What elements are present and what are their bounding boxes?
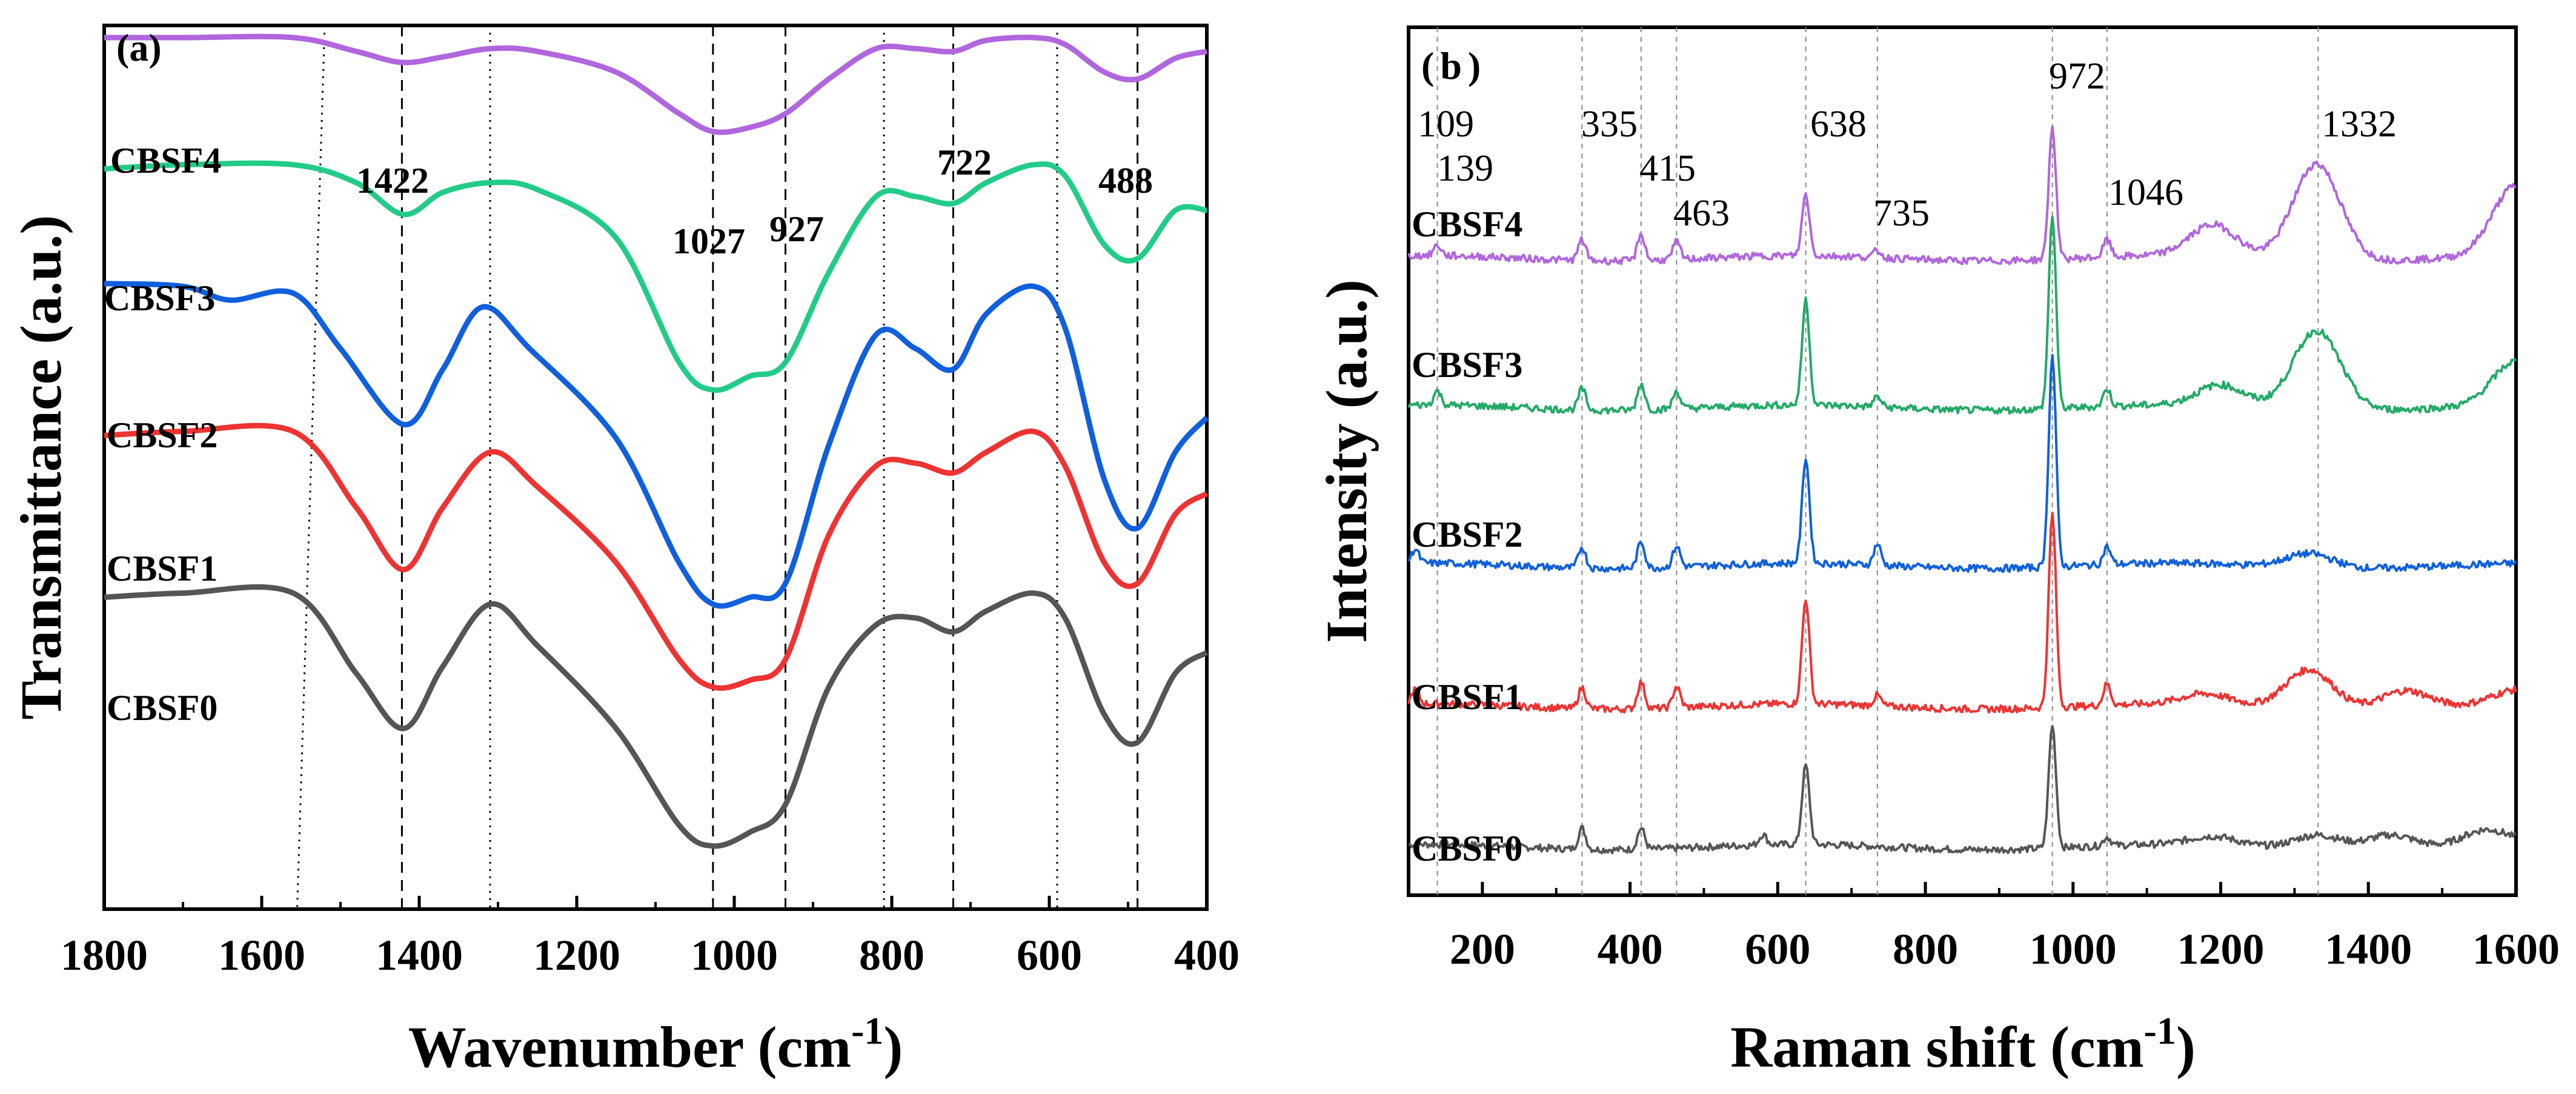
panel-b-xtick-label-0: 200 — [1450, 925, 1515, 973]
series-line-b-CBSF4 — [1407, 125, 2517, 266]
peak-label-a-0: 1422 — [356, 161, 429, 201]
panel-a-xtick-label-7: 400 — [1174, 931, 1240, 979]
series-line-b-CBSF2 — [1407, 353, 2517, 573]
panel-b-label: (b) — [1421, 44, 1481, 87]
peak-label-a-4: 488 — [1098, 161, 1153, 201]
series-label-b-CBSF2: CBSF2 — [1412, 515, 1522, 555]
panel-b-xlabel-end: ) — [2176, 1015, 2196, 1079]
series-line-a-CBSF2 — [104, 281, 1209, 609]
panel-a-xtick-label-0: 1800 — [61, 931, 148, 979]
peak-label-b-5: 638 — [1810, 104, 1867, 145]
series-line-b-CBSF0 — [1408, 725, 2517, 855]
peak-label-b-6: 735 — [1873, 193, 1930, 234]
panel-a-reference-lines — [296, 25, 1139, 910]
panel-b-xtick-label-7: 1600 — [2472, 925, 2560, 973]
panel-b-series-labels: CBSF4 CBSF3 CBSF2 CBSF1 CBSF0 — [1412, 204, 1522, 869]
series-label-a-CBSF3: CBSF3 — [104, 278, 215, 318]
series-label-b-CBSF4: CBSF4 — [1412, 204, 1522, 244]
panel-b-xtick-label-1: 400 — [1598, 925, 1663, 973]
panel-a-ticks: 1800 1600 1400 1200 1000 800 600 400 — [61, 896, 1240, 979]
series-label-a-CBSF4: CBSF4 — [110, 141, 221, 181]
peak-label-b-1: 139 — [1437, 148, 1493, 189]
panel-b-xtick-label-6: 1400 — [2325, 925, 2412, 973]
series-line-a-CBSF0 — [104, 584, 1209, 849]
panel-a-xlabel-main: Wavenumber (cm — [408, 1015, 851, 1079]
series-label-a-CBSF2: CBSF2 — [107, 415, 217, 455]
panel-a-xtick-label-6: 600 — [1017, 931, 1082, 979]
panel-b-xtick-label-4: 1000 — [2030, 925, 2117, 973]
panel-b-ticks: 200 400 600 800 1000 1200 1400 1600 — [1407, 882, 2560, 973]
panel-b-ylabel: Intensity (a.u.) — [1314, 279, 1379, 643]
panel-a-series-labels: CBSF4 CBSF3 CBSF2 CBSF1 CBSF0 — [104, 141, 221, 728]
panel-a-series-lines — [104, 33, 1209, 849]
peak-label-a-3: 722 — [937, 142, 992, 182]
panel-a: 1800 1600 1400 1200 1000 800 600 400 1422 1027 … — [8, 24, 1240, 1079]
peak-label-a-1: 1027 — [672, 221, 745, 261]
series-label-b-CBSF3: CBSF3 — [1412, 345, 1522, 385]
panel-b-xtick-label-3: 800 — [1893, 925, 1958, 973]
peak-label-b-9: 1332 — [2322, 104, 2397, 145]
panel-a-ylabel: Transmittance (a.u.) — [8, 215, 73, 720]
panel-a-xtick-label-2: 1400 — [376, 931, 463, 979]
panel-a-peak-labels: 1422 1027 927 722 488 — [356, 142, 1153, 261]
panel-a-xtick-label-1: 1600 — [218, 931, 305, 979]
peak-label-b-3: 415 — [1639, 148, 1696, 189]
peak-label-b-4: 463 — [1673, 193, 1730, 234]
panel-b-label-open: ( — [1421, 44, 1434, 87]
panel-a-xtick-label-5: 800 — [859, 931, 925, 979]
series-line-b-CBSF3 — [1407, 215, 2517, 415]
panel-b-frame — [1407, 25, 2518, 897]
series-line-a-CBSF3 — [104, 160, 1207, 393]
panel-a-xlabel-sup: -1 — [851, 1009, 883, 1052]
series-line-a-CBSF1 — [104, 422, 1209, 691]
panel-b-xlabel-sup: -1 — [2144, 1009, 2176, 1052]
panel-b-xtick-label-2: 600 — [1745, 925, 1810, 973]
series-line-b-CBSF1 — [1407, 512, 2517, 714]
series-label-b-CBSF1: CBSF1 — [1412, 677, 1522, 717]
panel-b-xlabel-main: Raman shift (cm — [1730, 1015, 2144, 1079]
panel-a-dotted-slanted-line — [296, 25, 326, 910]
panel-b: 200 400 600 800 1000 1200 1400 1600 109 139 335… — [1314, 25, 2560, 1079]
series-label-a-CBSF0: CBSF0 — [107, 688, 217, 728]
panel-b-series-lines — [1407, 125, 2517, 855]
panel-a-xlabel-end: ) — [883, 1015, 903, 1079]
panel-b-peak-labels: 109 139 335 415 463 638 735 972 1046 133… — [1418, 56, 2397, 234]
series-line-a-CBSF4 — [104, 33, 1207, 135]
peak-label-a-2: 927 — [769, 209, 824, 249]
panel-a-label: (a) — [116, 26, 162, 69]
peak-label-b-8: 1046 — [2108, 172, 2183, 213]
panel-b-xtick-label-5: 1200 — [2177, 925, 2265, 973]
panel-a-xtick-label-3: 1200 — [533, 931, 620, 979]
peak-label-b-7: 972 — [2049, 56, 2105, 97]
series-label-b-CBSF0: CBSF0 — [1412, 829, 1522, 869]
panel-a-xtick-label-4: 1000 — [691, 931, 778, 979]
series-label-a-CBSF1: CBSF1 — [107, 549, 217, 589]
peak-label-b-0: 109 — [1418, 104, 1474, 145]
panel-a-xlabel: Wavenumber (cm-1) — [408, 1009, 903, 1079]
panel-b-reference-lines — [1436, 27, 2319, 895]
panel-b-xlabel: Raman shift (cm-1) — [1730, 1009, 2196, 1079]
panel-b-label-letter: b — [1440, 44, 1462, 87]
panel-a-frame — [102, 24, 1209, 911]
peak-label-b-2: 335 — [1581, 104, 1638, 145]
panel-b-label-close: ) — [1468, 44, 1481, 87]
